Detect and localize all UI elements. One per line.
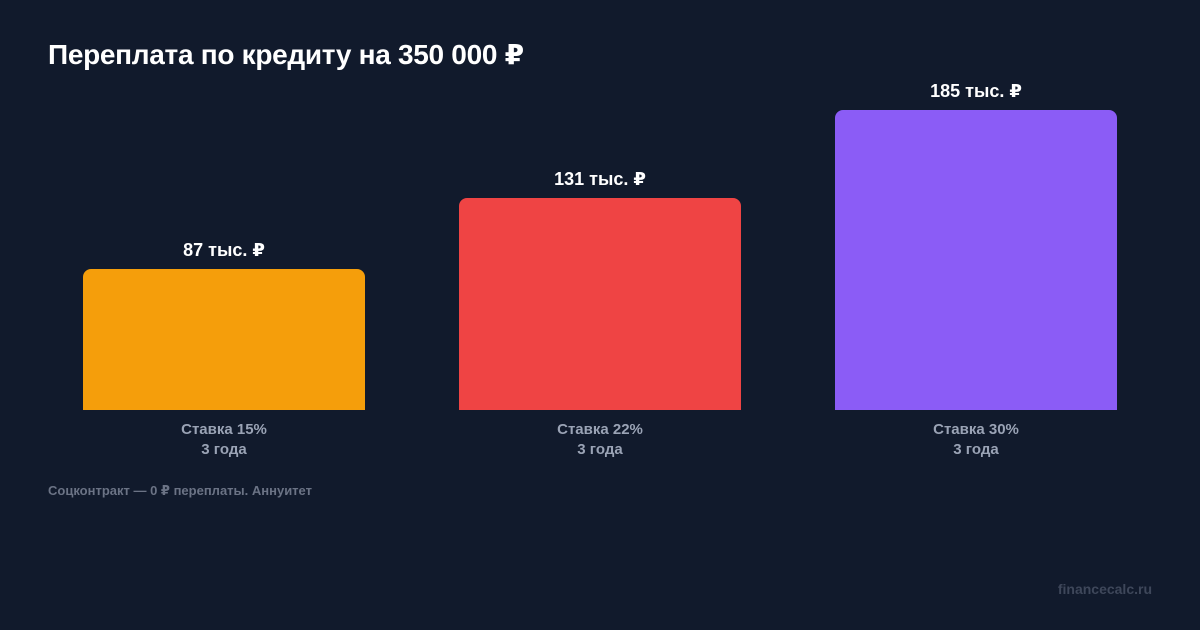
bar-15-percent [83,269,365,410]
footnote: Соцконтракт — 0 ₽ переплаты. Аннуитет [48,483,312,498]
bar-chart: 87 тыс. ₽ Ставка 15% 3 года 131 тыс. ₽ С… [83,0,1117,458]
category-label: Ставка 22% 3 года [459,420,741,460]
watermark: financecalc.ru [1057,581,1152,597]
rate-label: Ставка 22% [557,421,643,438]
category-label: Ставка 15% 3 года [83,420,365,460]
bar-30-percent [835,110,1117,410]
rate-label: Ставка 15% [181,421,267,438]
value-label: 185 тыс. ₽ [930,81,1022,101]
rate-label: Ставка 30% [933,421,1019,438]
chart-title: Переплата по кредиту на 350 000 ₽ [48,39,524,70]
term-label: 3 года [953,441,999,458]
bar-group-15: 87 тыс. ₽ Ставка 15% 3 года [83,0,365,458]
value-label: 87 тыс. ₽ [183,240,265,260]
bar-group-22: 131 тыс. ₽ Ставка 22% 3 года [459,0,741,458]
term-label: 3 года [201,441,247,458]
value-label: 131 тыс. ₽ [554,169,646,189]
bar-22-percent [459,198,741,410]
term-label: 3 года [577,441,623,458]
category-label: Ставка 30% 3 года [835,420,1117,460]
bar-group-30: 185 тыс. ₽ Ставка 30% 3 года [835,0,1117,458]
